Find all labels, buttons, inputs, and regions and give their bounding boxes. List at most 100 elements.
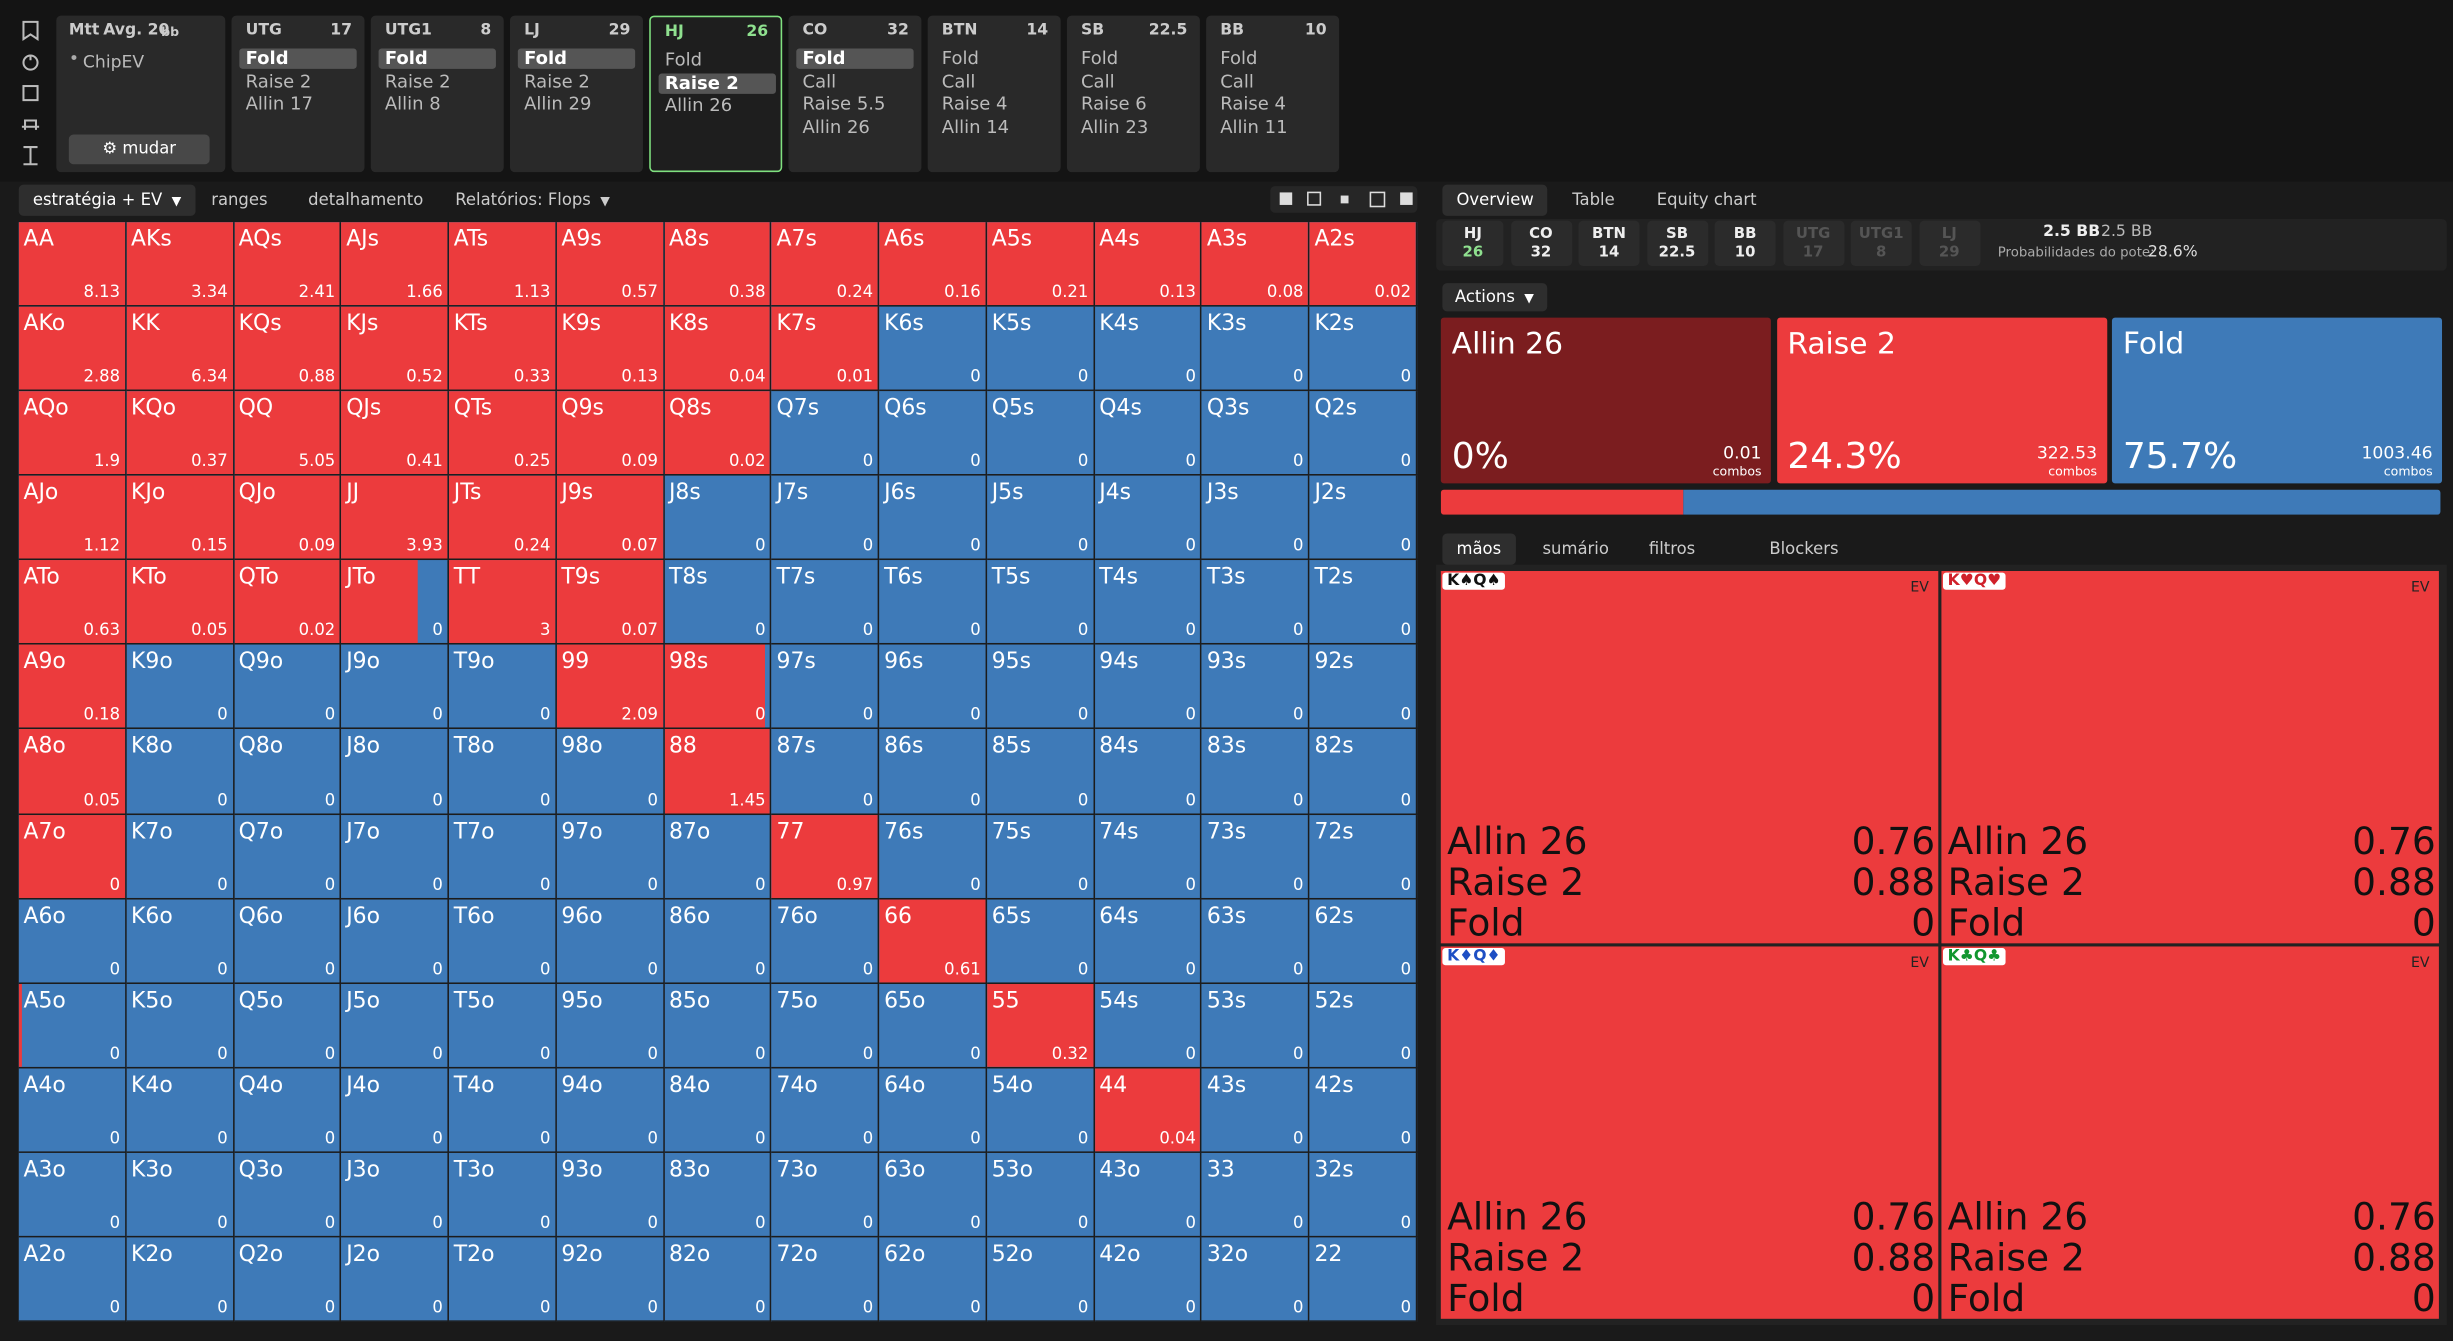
position-action[interactable]: Raise 6 bbox=[1081, 92, 1147, 115]
strategy-tab[interactable]: ranges bbox=[211, 190, 268, 210]
hand-cell[interactable]: 76s 0 bbox=[879, 814, 988, 899]
hand-cell[interactable]: Q6s 0 bbox=[879, 391, 988, 476]
hand-cell[interactable]: 64o 0 bbox=[879, 1068, 988, 1153]
hand-cell[interactable]: AQo 1.9 bbox=[18, 391, 127, 476]
strategy-tab[interactable]: estratégia + EV ▼ bbox=[18, 184, 196, 216]
hand-cell[interactable]: 43o 0 bbox=[1094, 1152, 1203, 1238]
hand-cell[interactable]: T9s 0.07 bbox=[556, 560, 665, 646]
hand-cell[interactable]: A7o 0 bbox=[18, 814, 127, 899]
hand-cell[interactable]: 42s 0 bbox=[1309, 1068, 1418, 1153]
hand-cell[interactable]: 86s 0 bbox=[879, 729, 988, 815]
action-card[interactable]: Allin 26 0% 0.01 combos bbox=[1440, 317, 1771, 484]
hand-cell[interactable]: AJo 1.12 bbox=[18, 475, 127, 561]
hand-cell[interactable]: 72s 0 bbox=[1309, 814, 1418, 899]
position-action[interactable]: Fold bbox=[378, 48, 496, 69]
position-action[interactable]: Fold bbox=[1220, 46, 1258, 69]
hand-cell[interactable]: Q7o 0 bbox=[233, 814, 342, 899]
view-icons[interactable] bbox=[1270, 186, 1418, 213]
hand-cell[interactable]: J2s 0 bbox=[1309, 475, 1418, 561]
hand-cell[interactable]: K5s 0 bbox=[987, 306, 1095, 392]
hand-cell[interactable]: T5o 0 bbox=[449, 983, 557, 1069]
hand-cell[interactable]: 85o 0 bbox=[664, 983, 772, 1069]
position-action[interactable]: Allin 8 bbox=[384, 92, 441, 115]
position-action[interactable]: Raise 4 bbox=[941, 92, 1008, 115]
hand-cell[interactable]: ATs 1.13 bbox=[449, 222, 557, 307]
hand-cell[interactable]: K5o 0 bbox=[126, 983, 234, 1069]
hand-cell[interactable]: 88 1.45 bbox=[664, 729, 772, 815]
hand-cell[interactable]: 54s 0 bbox=[1094, 983, 1203, 1069]
hand-cell[interactable]: K6s 0 bbox=[879, 306, 988, 392]
hand-cell[interactable]: T9o 0 bbox=[449, 645, 557, 730]
hand-cell[interactable]: K9o 0 bbox=[126, 645, 234, 730]
hand-cell[interactable]: Q8s 0.02 bbox=[664, 391, 772, 476]
hand-cell[interactable]: A2o 0 bbox=[18, 1237, 127, 1322]
hand-cell[interactable]: K3o 0 bbox=[126, 1152, 234, 1238]
position-action[interactable]: Allin 11 bbox=[1220, 114, 1288, 137]
hand-cell[interactable]: Q5o 0 bbox=[233, 983, 342, 1069]
hand-cell[interactable]: 65s 0 bbox=[987, 898, 1095, 984]
hand-cell[interactable]: Q5s 0 bbox=[987, 391, 1095, 476]
hand-cell[interactable]: K7s 0.01 bbox=[771, 306, 880, 392]
hand-cell[interactable]: A9o 0.18 bbox=[18, 645, 127, 730]
hand-cell[interactable]: J9s 0.07 bbox=[556, 475, 665, 561]
hand-cell[interactable]: AJs 1.66 bbox=[341, 222, 450, 307]
hand-cell[interactable]: T8s 0 bbox=[664, 560, 772, 646]
hand-cell[interactable]: T4s 0 bbox=[1094, 560, 1203, 646]
hand-cell[interactable]: Q9o 0 bbox=[233, 645, 342, 730]
hand-cell[interactable]: 66 0.61 bbox=[879, 898, 988, 984]
hand-cell[interactable]: TT 3 bbox=[449, 560, 557, 646]
hand-cell[interactable]: 74s 0 bbox=[1094, 814, 1203, 899]
position-action[interactable]: Call bbox=[941, 69, 976, 92]
hand-cell[interactable]: KTs 0.33 bbox=[449, 306, 557, 392]
hand-cell[interactable]: 87s 0 bbox=[771, 729, 880, 815]
hand-cell[interactable]: K9s 0.13 bbox=[556, 306, 665, 392]
hand-cell[interactable]: 82o 0 bbox=[664, 1237, 772, 1322]
hand-cell[interactable]: 75o 0 bbox=[771, 983, 880, 1069]
hand-cell[interactable]: T3o 0 bbox=[449, 1152, 557, 1238]
action-card[interactable]: Fold 75.7% 1003.46 combos bbox=[2111, 317, 2443, 484]
hand-cell[interactable]: KQs 0.88 bbox=[233, 306, 342, 392]
hand-cell[interactable]: K8o 0 bbox=[126, 729, 234, 815]
position-action[interactable]: Raise 4 bbox=[1220, 92, 1286, 115]
hand-cell[interactable]: 52s 0 bbox=[1309, 983, 1418, 1069]
hand-cell[interactable]: T7o 0 bbox=[449, 814, 557, 899]
hand-cell[interactable]: 87o 0 bbox=[664, 814, 772, 899]
hand-cell[interactable]: 62s 0 bbox=[1309, 898, 1418, 984]
hand-cell[interactable]: 95o 0 bbox=[556, 983, 665, 1069]
hand-cell[interactable]: 53s 0 bbox=[1202, 983, 1310, 1069]
hand-cell[interactable]: 93s 0 bbox=[1202, 645, 1310, 730]
hand-cell[interactable]: T8o 0 bbox=[449, 729, 557, 815]
hand-cell[interactable]: 52o 0 bbox=[987, 1237, 1095, 1322]
hand-cell[interactable]: 96o 0 bbox=[556, 898, 665, 984]
hand-cell[interactable]: 32o 0 bbox=[1202, 1237, 1310, 1322]
hand-cell[interactable]: K3s 0 bbox=[1202, 306, 1310, 392]
hand-cell[interactable]: T6o 0 bbox=[449, 898, 557, 984]
hand-cell[interactable]: JTo 0 bbox=[341, 560, 450, 646]
hand-cell[interactable]: J5s 0 bbox=[987, 475, 1095, 561]
strategy-tab[interactable]: Relatórios: Flops ▼ bbox=[455, 190, 610, 210]
hand-cell[interactable]: Q2s 0 bbox=[1309, 391, 1418, 476]
hand-cell[interactable]: K6o 0 bbox=[126, 898, 234, 984]
hand-cell[interactable]: A2s 0.02 bbox=[1309, 222, 1418, 307]
hand-cell[interactable]: J5o 0 bbox=[341, 983, 450, 1069]
hand-cell[interactable]: J2o 0 bbox=[341, 1237, 450, 1322]
hand-cell[interactable]: 84s 0 bbox=[1094, 729, 1203, 815]
hand-cell[interactable]: T6s 0 bbox=[879, 560, 988, 646]
hand-cell[interactable]: K7o 0 bbox=[126, 814, 234, 899]
hand-cell[interactable]: QJo 0.09 bbox=[233, 475, 342, 561]
position-action[interactable]: Fold bbox=[941, 46, 979, 69]
hand-cell[interactable]: J8s 0 bbox=[664, 475, 772, 561]
hand-cell[interactable]: 63o 0 bbox=[879, 1152, 988, 1238]
hand-cell[interactable]: 55 0.32 bbox=[987, 983, 1095, 1069]
hand-cell[interactable]: 32s 0 bbox=[1309, 1152, 1418, 1238]
hand-card[interactable]: K♥Q♥ EV Allin 26 0.76 Raise 2 0.88 Fold 0 bbox=[1941, 571, 2439, 944]
hand-cell[interactable]: A8s 0.38 bbox=[664, 222, 772, 307]
hands-tab[interactable]: Blockers bbox=[1769, 539, 1839, 559]
actions-dropdown[interactable]: Actions ▼ bbox=[1442, 283, 1547, 312]
hands-tab[interactable]: sumário bbox=[1542, 539, 1609, 559]
hand-card[interactable]: K♣Q♣ EV Allin 26 0.76 Raise 2 0.88 Fold 0 bbox=[1941, 946, 2439, 1319]
overview-tab[interactable]: Table bbox=[1572, 190, 1615, 210]
hand-cell[interactable]: T5s 0 bbox=[987, 560, 1095, 646]
hand-cell[interactable]: 93o 0 bbox=[556, 1152, 665, 1238]
hand-cell[interactable]: J6o 0 bbox=[341, 898, 450, 984]
